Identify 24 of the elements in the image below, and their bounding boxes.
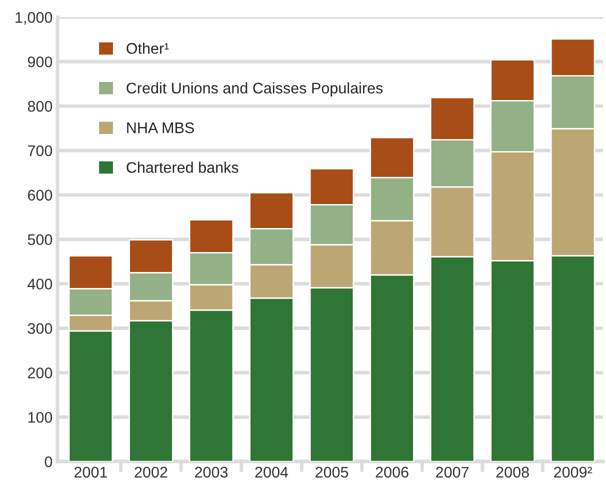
legend-label: Chartered banks <box>126 162 238 173</box>
y-tick-label: 200 <box>28 368 52 378</box>
x-tick-label: 2009² <box>554 466 592 478</box>
x-tick-label: 2003 <box>195 466 228 478</box>
y-tick-label: 700 <box>28 145 52 156</box>
y-tick-label: 0 <box>44 456 52 468</box>
y-tick-label: 100 <box>28 412 52 423</box>
x-tick-label: 2004 <box>255 466 288 478</box>
x-tick-label: 2008 <box>496 466 529 478</box>
y-tick-label: 900 <box>28 56 52 68</box>
legend-label: Credit Unions and Caisses Populaires <box>126 82 383 97</box>
y-tick-label: 1,000 <box>16 12 52 25</box>
y-tick-label: 500 <box>28 234 52 246</box>
x-tick-label: 2006 <box>376 466 408 478</box>
y-tick-label: 800 <box>28 100 52 112</box>
x-tick-label: 2007 <box>436 466 469 478</box>
x-tick-label: 2002 <box>134 466 168 478</box>
x-tick-label: 2005 <box>316 466 348 478</box>
x-tick-label: 2001 <box>74 466 107 478</box>
legend-label: NHA MBS <box>127 122 194 134</box>
legend-label: Other¹ <box>126 42 169 54</box>
y-tick-label: 600 <box>28 190 52 201</box>
y-tick-label: 400 <box>28 278 52 290</box>
y-tick-label: 300 <box>28 323 52 334</box>
